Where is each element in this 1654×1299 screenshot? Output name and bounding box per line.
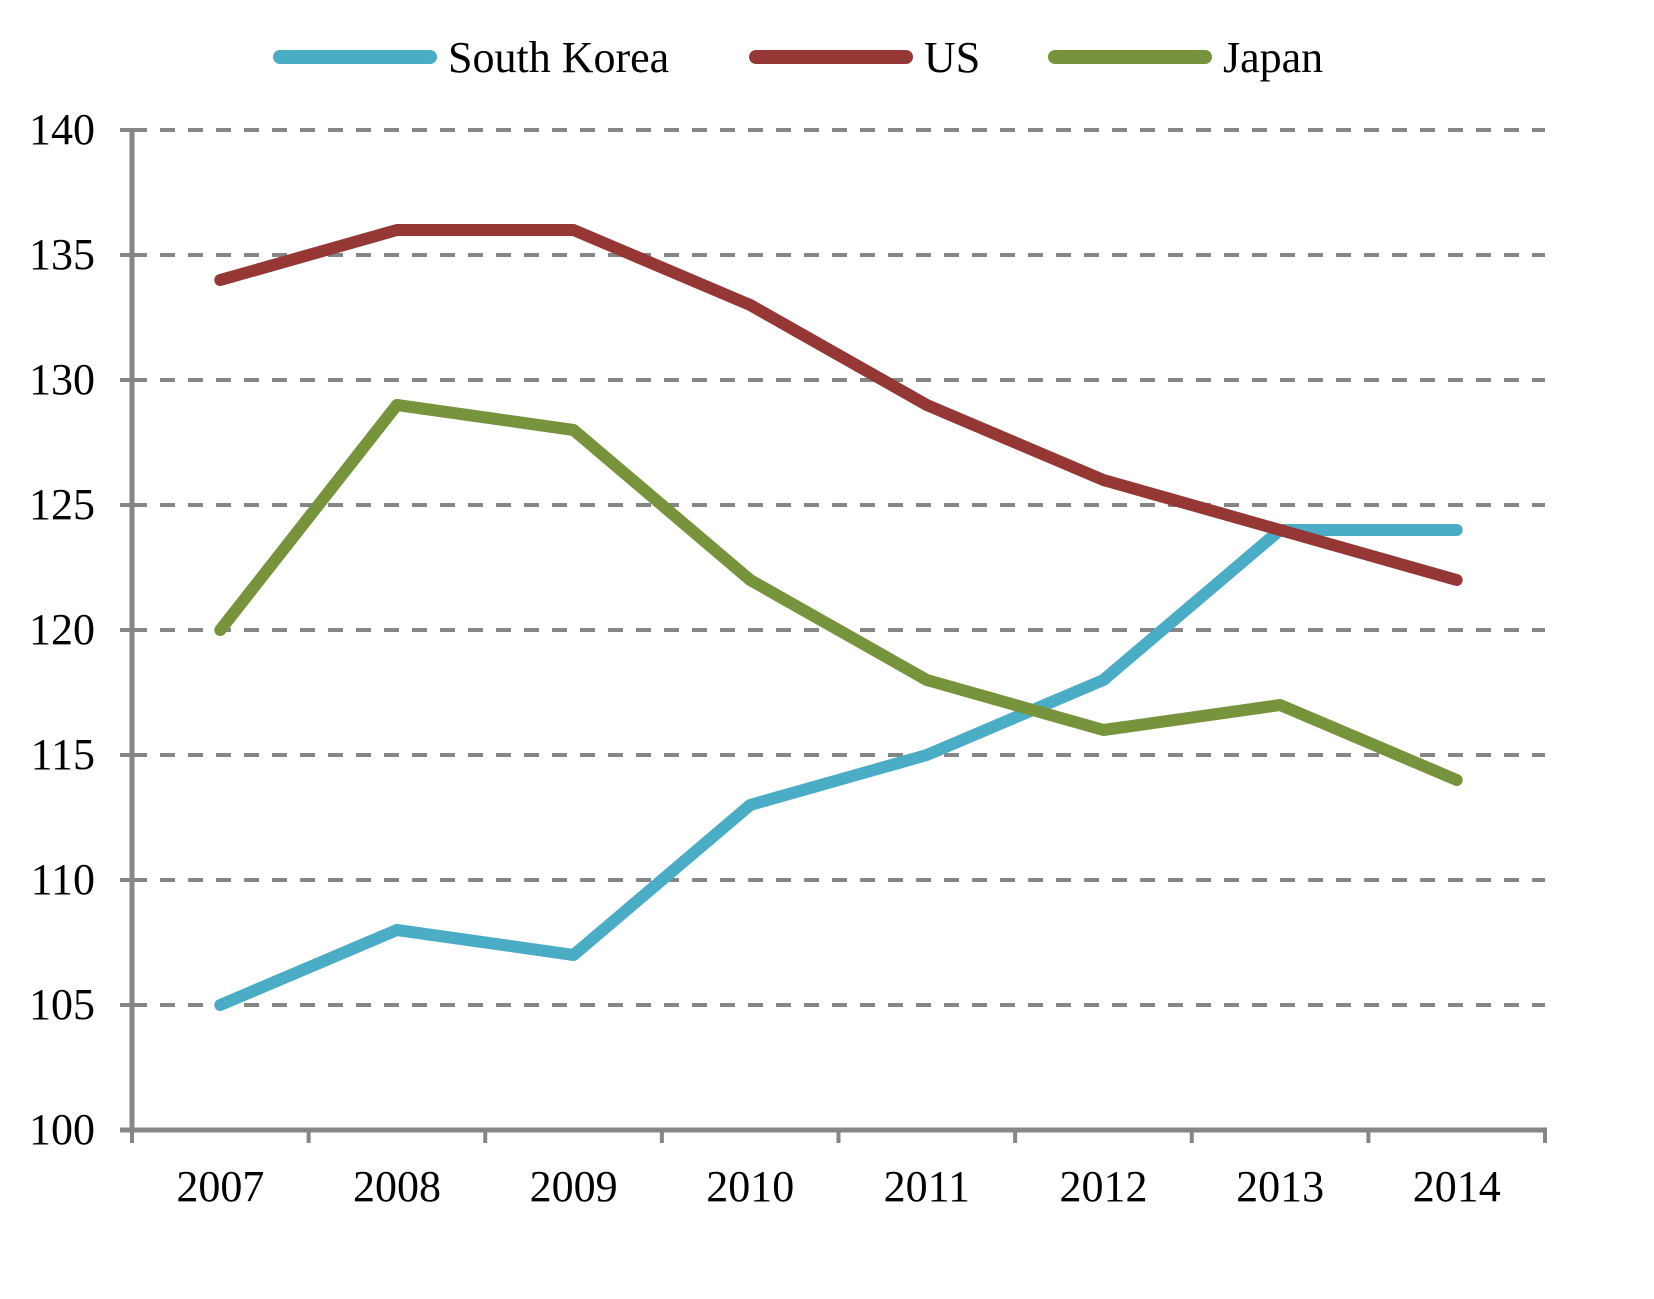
- y-tick-label: 120: [29, 605, 95, 654]
- x-tick-label: 2012: [1059, 1162, 1147, 1211]
- y-axis-tick-labels: 100 105 110 115 120 125 130 135 140: [29, 105, 95, 1154]
- gridlines: [132, 128, 1545, 1007]
- series-south-korea: [214, 524, 1463, 1011]
- series-line: [214, 524, 1463, 1011]
- legend-label: South Korea: [448, 33, 669, 82]
- y-tick-label: 115: [31, 730, 95, 779]
- y-tick-label: 140: [29, 105, 95, 154]
- x-tick-label: 2014: [1413, 1162, 1501, 1211]
- y-tick-label: 105: [29, 980, 95, 1029]
- x-tick-label: 2013: [1236, 1162, 1324, 1211]
- x-tick-label: 2009: [530, 1162, 618, 1211]
- legend-item-south-korea: South Korea: [273, 33, 669, 82]
- series-line: [214, 224, 1463, 586]
- y-tick-label: 100: [29, 1105, 95, 1154]
- y-tick-label: 130: [29, 355, 95, 404]
- y-tick-label: 135: [29, 230, 95, 279]
- axes: [120, 128, 1547, 1143]
- legend-item-us: US: [749, 33, 980, 82]
- legend-item-japan: Japan: [1048, 33, 1323, 82]
- x-tick-label: 2008: [353, 1162, 441, 1211]
- legend-label: US: [924, 33, 980, 82]
- y-tick-label: 110: [31, 855, 95, 904]
- x-tick-label: 2010: [706, 1162, 794, 1211]
- series-us: [214, 224, 1463, 586]
- series-line: [214, 399, 1463, 786]
- series-japan: [214, 399, 1463, 786]
- legend: South Korea US Japan: [273, 33, 1323, 82]
- series-lines: [214, 224, 1463, 1011]
- legend-label: Japan: [1223, 33, 1323, 82]
- x-tick-label: 2011: [884, 1162, 970, 1211]
- y-tick-label: 125: [29, 480, 95, 529]
- x-axis-tick-labels: 2007 2008 2009 2010 2011 2012 2013 2014: [176, 1162, 1500, 1211]
- x-tick-label: 2007: [176, 1162, 264, 1211]
